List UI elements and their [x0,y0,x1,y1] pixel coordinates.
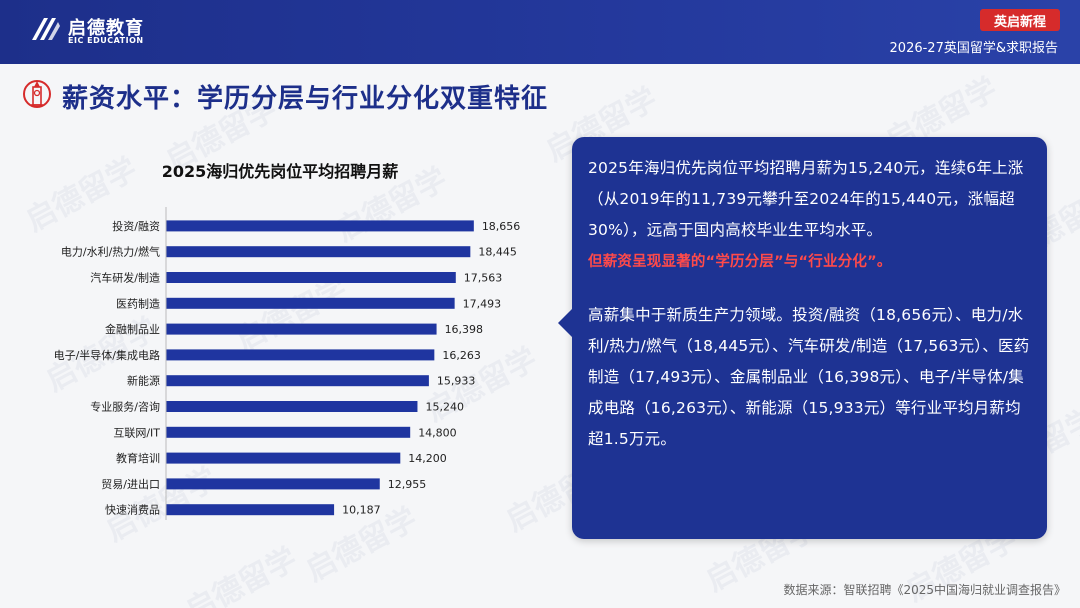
data-source: 数据来源：智联招聘《2025中国海归就业调查报告》 [783,583,1066,597]
category-label: 金融制品业 [105,322,160,336]
brand-logo: 启德教育 EIC EDUCATION [28,12,188,52]
category-label: 贸易/进出口 [101,477,160,491]
chart-title: 2025海归优先岗位平均招聘月薪 [161,162,399,181]
category-label: 新能源 [127,374,160,388]
page-title: 薪资水平：学历分层与行业分化双重特征 [62,84,549,114]
salary-bar [166,349,435,361]
salary-bar [166,504,335,516]
salary-bar [166,401,418,412]
salary-bar [166,452,401,464]
category-label: 医药制造 [116,296,160,310]
salary-bar [166,297,455,309]
salary-bar-chart: 投资/融资 18,656 电力/水利/热力/燃气 18,445 汽车研发/制造 17,56… [54,207,520,520]
salary-bar [166,375,429,387]
value-label: 15,240 [425,401,464,414]
campaign-badge: 英启新程 [980,9,1060,31]
panel-para1-text: 2025年海归优先岗位平均招聘月薪为15,240元，连续6年上涨（从2019年的… [588,159,1024,239]
salary-bar [166,220,474,232]
big-ben-icon [23,80,51,108]
category-label: 电子/半导体/集成电路 [54,348,160,362]
value-label: 14,800 [418,426,457,439]
panel-highlight: 但薪资呈现显著的“学历分层”与“行业分化”。 [588,254,892,270]
salary-bar [166,323,437,335]
panel-paragraph-2: 高薪集中于新质生产力领域。投资/融资（18,656元）、电力/水利/热力/燃气（… [588,306,1030,448]
value-label: 14,200 [408,452,447,465]
value-label: 18,445 [478,246,517,259]
category-label: 快速消费品 [105,503,160,517]
logo-text-cn: 启德教育 [68,18,144,39]
salary-bar [166,272,456,283]
value-label: 18,656 [482,220,520,233]
category-label: 教育培训 [116,451,160,465]
brand-logo-icon [32,18,60,40]
category-label: 互联网/IT [113,426,160,439]
salary-bar [166,246,471,258]
header-bar: 启德教育 EIC EDUCATION 英启新程 2026-27英国留学&求职报告 [0,0,1080,64]
watermark-text: 启德留学 [180,541,303,608]
salary-bar [166,478,380,490]
value-label: 17,493 [463,297,502,310]
value-label: 16,398 [445,323,484,336]
value-label: 15,933 [437,375,476,388]
category-label: 投资/融资 [112,219,160,233]
category-label: 电力/水利/热力/燃气 [61,245,160,259]
insight-panel: 2025年海归优先岗位平均招聘月薪为15,240元，连续6年上涨（从2019年的… [558,137,1047,539]
logo-text-en: EIC EDUCATION [68,36,144,45]
value-label: 10,187 [342,504,381,517]
salary-bar [166,426,411,438]
report-title: 2026-27英国留学&求职报告 [889,41,1058,56]
value-label: 17,563 [464,272,503,285]
value-label: 16,263 [442,349,481,362]
value-label: 12,955 [388,478,427,491]
category-label: 专业服务/咨询 [90,400,160,414]
category-label: 汽车研发/制造 [90,271,160,285]
panel-pointer [558,309,572,337]
panel-paragraph-1: 2025年海归优先岗位平均招聘月薪为15,240元，连续6年上涨（从2019年的… [588,153,1031,278]
